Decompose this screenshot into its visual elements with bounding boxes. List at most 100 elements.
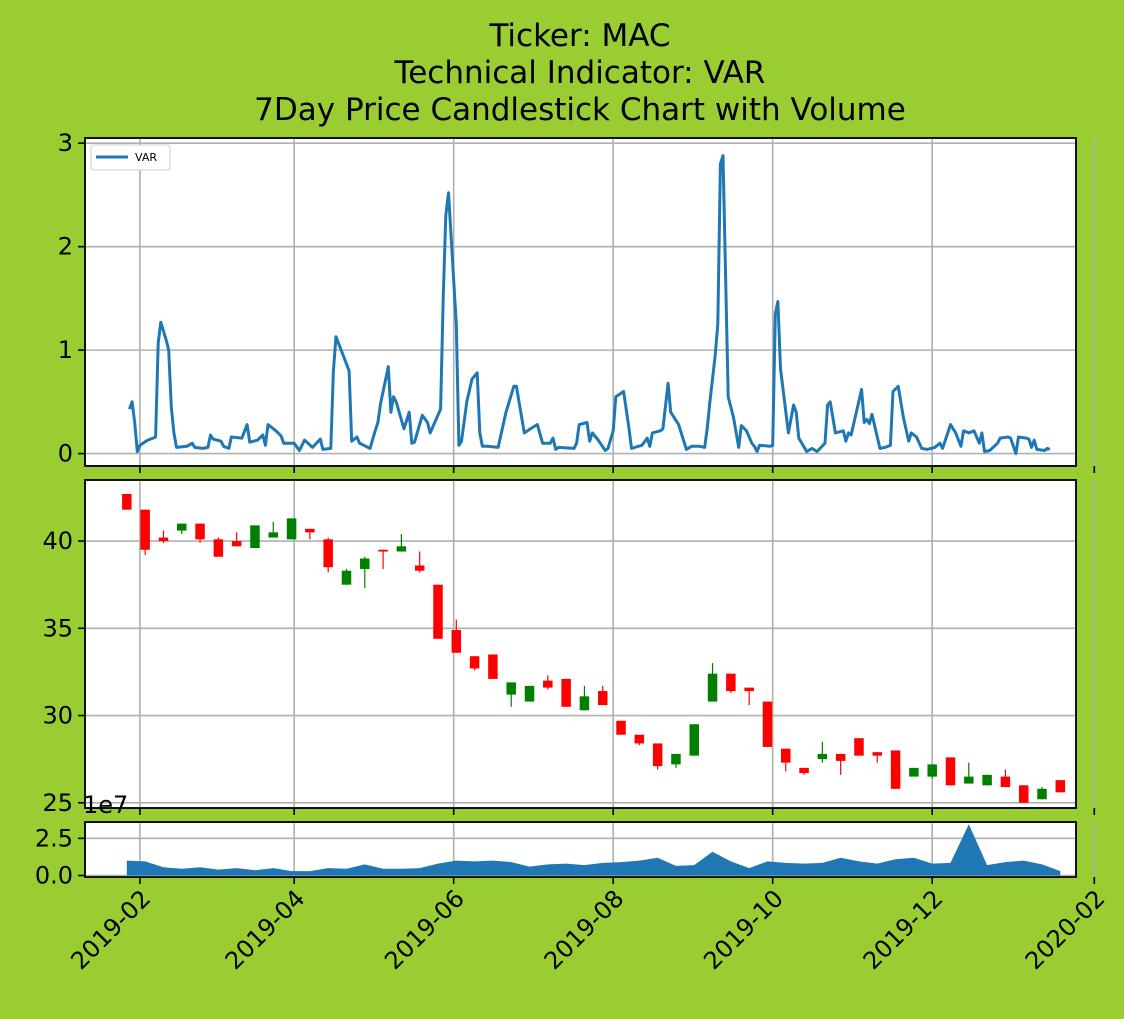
candle [872, 752, 883, 763]
candle-body [707, 673, 718, 702]
volume-panel-border [84, 821, 1077, 878]
volume-panel: 0.02.5 1e7 [35, 791, 1096, 890]
candle-body [616, 720, 626, 735]
candle [579, 685, 590, 711]
candle [1018, 785, 1029, 803]
candle [506, 682, 516, 707]
candle [341, 568, 352, 585]
candle [835, 753, 846, 775]
chart-title: Ticker: MAC Technical Indicator: VAR 7Da… [254, 18, 906, 128]
candle-body [158, 537, 169, 542]
candle-body [250, 525, 260, 549]
candle [744, 687, 754, 706]
candle-body [506, 682, 516, 695]
title-line-indicator: Technical Indicator: VAR [394, 55, 766, 91]
price-panel: 25 30 35 40 [42, 479, 1096, 817]
candle-body [964, 776, 974, 784]
candle [982, 774, 992, 786]
candle-body [305, 528, 315, 533]
candle-body [927, 764, 937, 777]
y-tick-label: 25 [42, 789, 73, 817]
y-tick-label: 35 [42, 614, 73, 642]
candle [597, 685, 608, 706]
candle [469, 656, 480, 671]
candle [268, 521, 279, 538]
candle-body [378, 549, 388, 552]
candle-body [945, 757, 956, 786]
candle [964, 762, 974, 784]
candle [305, 528, 315, 540]
volume-panel-y-axis: 0.02.5 [35, 824, 85, 890]
candle [634, 734, 645, 746]
candle-body [652, 743, 663, 767]
candle [250, 525, 260, 549]
volume-series-area [126, 824, 1061, 876]
candle [671, 753, 681, 768]
candle-body [488, 654, 498, 679]
title-line-ticker: Ticker: MAC [488, 18, 670, 54]
candle [909, 767, 919, 777]
candle [433, 584, 443, 639]
candle [286, 518, 297, 540]
candle [707, 663, 718, 702]
y-tick-label: 3 [58, 129, 73, 157]
title-line-description: 7Day Price Candlestick Chart with Volume [254, 92, 906, 128]
candle [396, 534, 407, 552]
candle-body [433, 584, 443, 639]
candle-body [890, 750, 901, 789]
candle [213, 537, 224, 557]
var-series-line [128, 154, 1051, 456]
candle-body [286, 518, 297, 540]
legend: VAR [90, 144, 171, 171]
candle-body [781, 748, 791, 763]
candle [561, 678, 571, 707]
candle-body [341, 570, 352, 585]
candle-body [597, 691, 608, 706]
candle-body [762, 701, 773, 747]
y-tick-label: 0 [58, 440, 73, 468]
candle [451, 619, 462, 653]
candle-body [140, 509, 150, 550]
candle [890, 750, 901, 789]
candle-body [854, 738, 864, 756]
candle-body [671, 753, 681, 765]
candle [543, 675, 553, 690]
candle [726, 673, 736, 693]
candle-body [799, 767, 809, 774]
y-tick-label: 30 [42, 702, 73, 730]
candle-body [213, 539, 224, 557]
candle-body [231, 541, 242, 547]
legend-label-var: VAR [135, 151, 157, 164]
price-panel-y-axis: 25 30 35 40 [42, 527, 85, 817]
candle-body [524, 685, 535, 702]
candle-body [1055, 780, 1066, 793]
candle-body [726, 673, 736, 692]
candle-body [176, 523, 187, 531]
var-panel-grid [85, 138, 1096, 466]
candle-body [1000, 776, 1011, 788]
var-panel-frame [84, 137, 1077, 467]
candle-body [1018, 785, 1029, 803]
y-tick-label: 2 [58, 233, 73, 261]
candle [616, 720, 626, 735]
candle [927, 764, 937, 779]
candle-body [982, 774, 992, 786]
candle [1055, 780, 1066, 793]
candle [524, 685, 535, 702]
candle-body [817, 753, 828, 760]
candle [195, 523, 205, 543]
candle [652, 743, 663, 770]
candle-body [561, 678, 571, 707]
candle [799, 767, 809, 775]
candle-body [835, 753, 846, 761]
candle-body [1037, 788, 1047, 800]
candle [158, 530, 169, 543]
candle [781, 748, 791, 772]
y-tick-label: 0.0 [35, 862, 73, 890]
candle [414, 551, 425, 573]
candle-body [909, 767, 919, 777]
candle-body [469, 656, 480, 669]
candlestick-series [122, 493, 1066, 803]
price-panel-border [84, 479, 1077, 809]
